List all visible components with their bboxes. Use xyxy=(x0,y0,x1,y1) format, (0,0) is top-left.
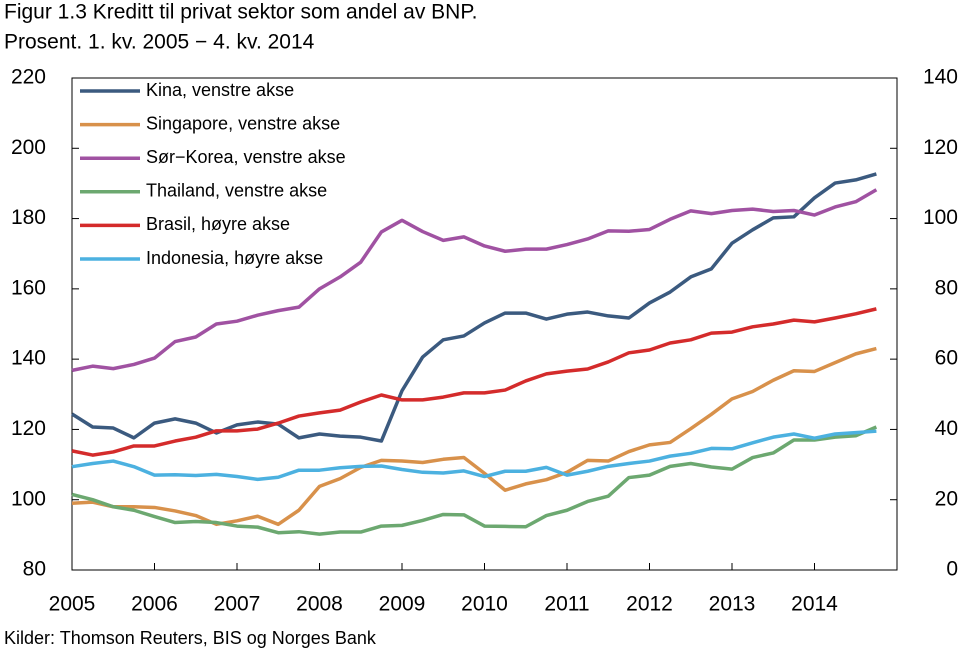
chart-title: Figur 1.3 Kreditt til privat sektor som … xyxy=(4,1,477,24)
x-tick-label: 2005 xyxy=(49,593,96,616)
series-line xyxy=(71,172,877,443)
legend-label: Kina, venstre akse xyxy=(146,80,294,100)
x-tick-label: 2012 xyxy=(626,593,673,616)
y2-tick-label: 100 xyxy=(923,206,958,229)
x-tick-label: 2013 xyxy=(709,593,756,616)
y2-tick-label: 0 xyxy=(946,558,958,581)
y2-tick-label: 60 xyxy=(935,347,958,370)
legend-label: Sør−Korea, venstre akse xyxy=(146,147,346,167)
legend-label: Singapore, venstre akse xyxy=(146,113,340,133)
y-tick-label: 220 xyxy=(11,66,46,89)
y2-tick-label: 140 xyxy=(923,66,958,89)
y-tick-label: 140 xyxy=(11,347,46,370)
x-tick-label: 2009 xyxy=(379,593,426,616)
series-line xyxy=(71,346,877,527)
y-tick-label: 100 xyxy=(11,487,46,510)
x-tick-label: 2006 xyxy=(131,593,178,616)
series-line xyxy=(71,188,878,373)
x-tick-label: 2010 xyxy=(461,593,508,616)
series-line xyxy=(71,429,877,482)
y-tick-label: 160 xyxy=(11,276,46,299)
x-tick-label: 2007 xyxy=(214,593,261,616)
y2-tick-label: 80 xyxy=(935,276,958,299)
legend-label: Thailand, venstre akse xyxy=(146,181,327,201)
x-tick-label: 2008 xyxy=(296,593,343,616)
source: Kilder: Thomson Reuters, BIS og Norges B… xyxy=(4,628,377,648)
legend-label: Indonesia, høyre akse xyxy=(146,248,323,268)
y-tick-label: 200 xyxy=(11,136,46,159)
y2-tick-label: 20 xyxy=(935,487,958,510)
x-tick-label: 2014 xyxy=(791,593,838,616)
legend-label: Brasil, høyre akse xyxy=(146,214,290,234)
x-tick-label: 2011 xyxy=(544,593,589,616)
chart-subtitle: Prosent. 1. kv. 2005 − 4. kv. 2014 xyxy=(4,31,315,54)
y-tick-label: 180 xyxy=(11,206,46,229)
series-line xyxy=(71,425,878,536)
y-tick-label: 80 xyxy=(23,558,46,581)
series-line xyxy=(71,307,877,457)
y2-tick-label: 40 xyxy=(935,417,958,440)
y2-tick-label: 120 xyxy=(923,136,958,159)
y-tick-label: 120 xyxy=(11,417,46,440)
